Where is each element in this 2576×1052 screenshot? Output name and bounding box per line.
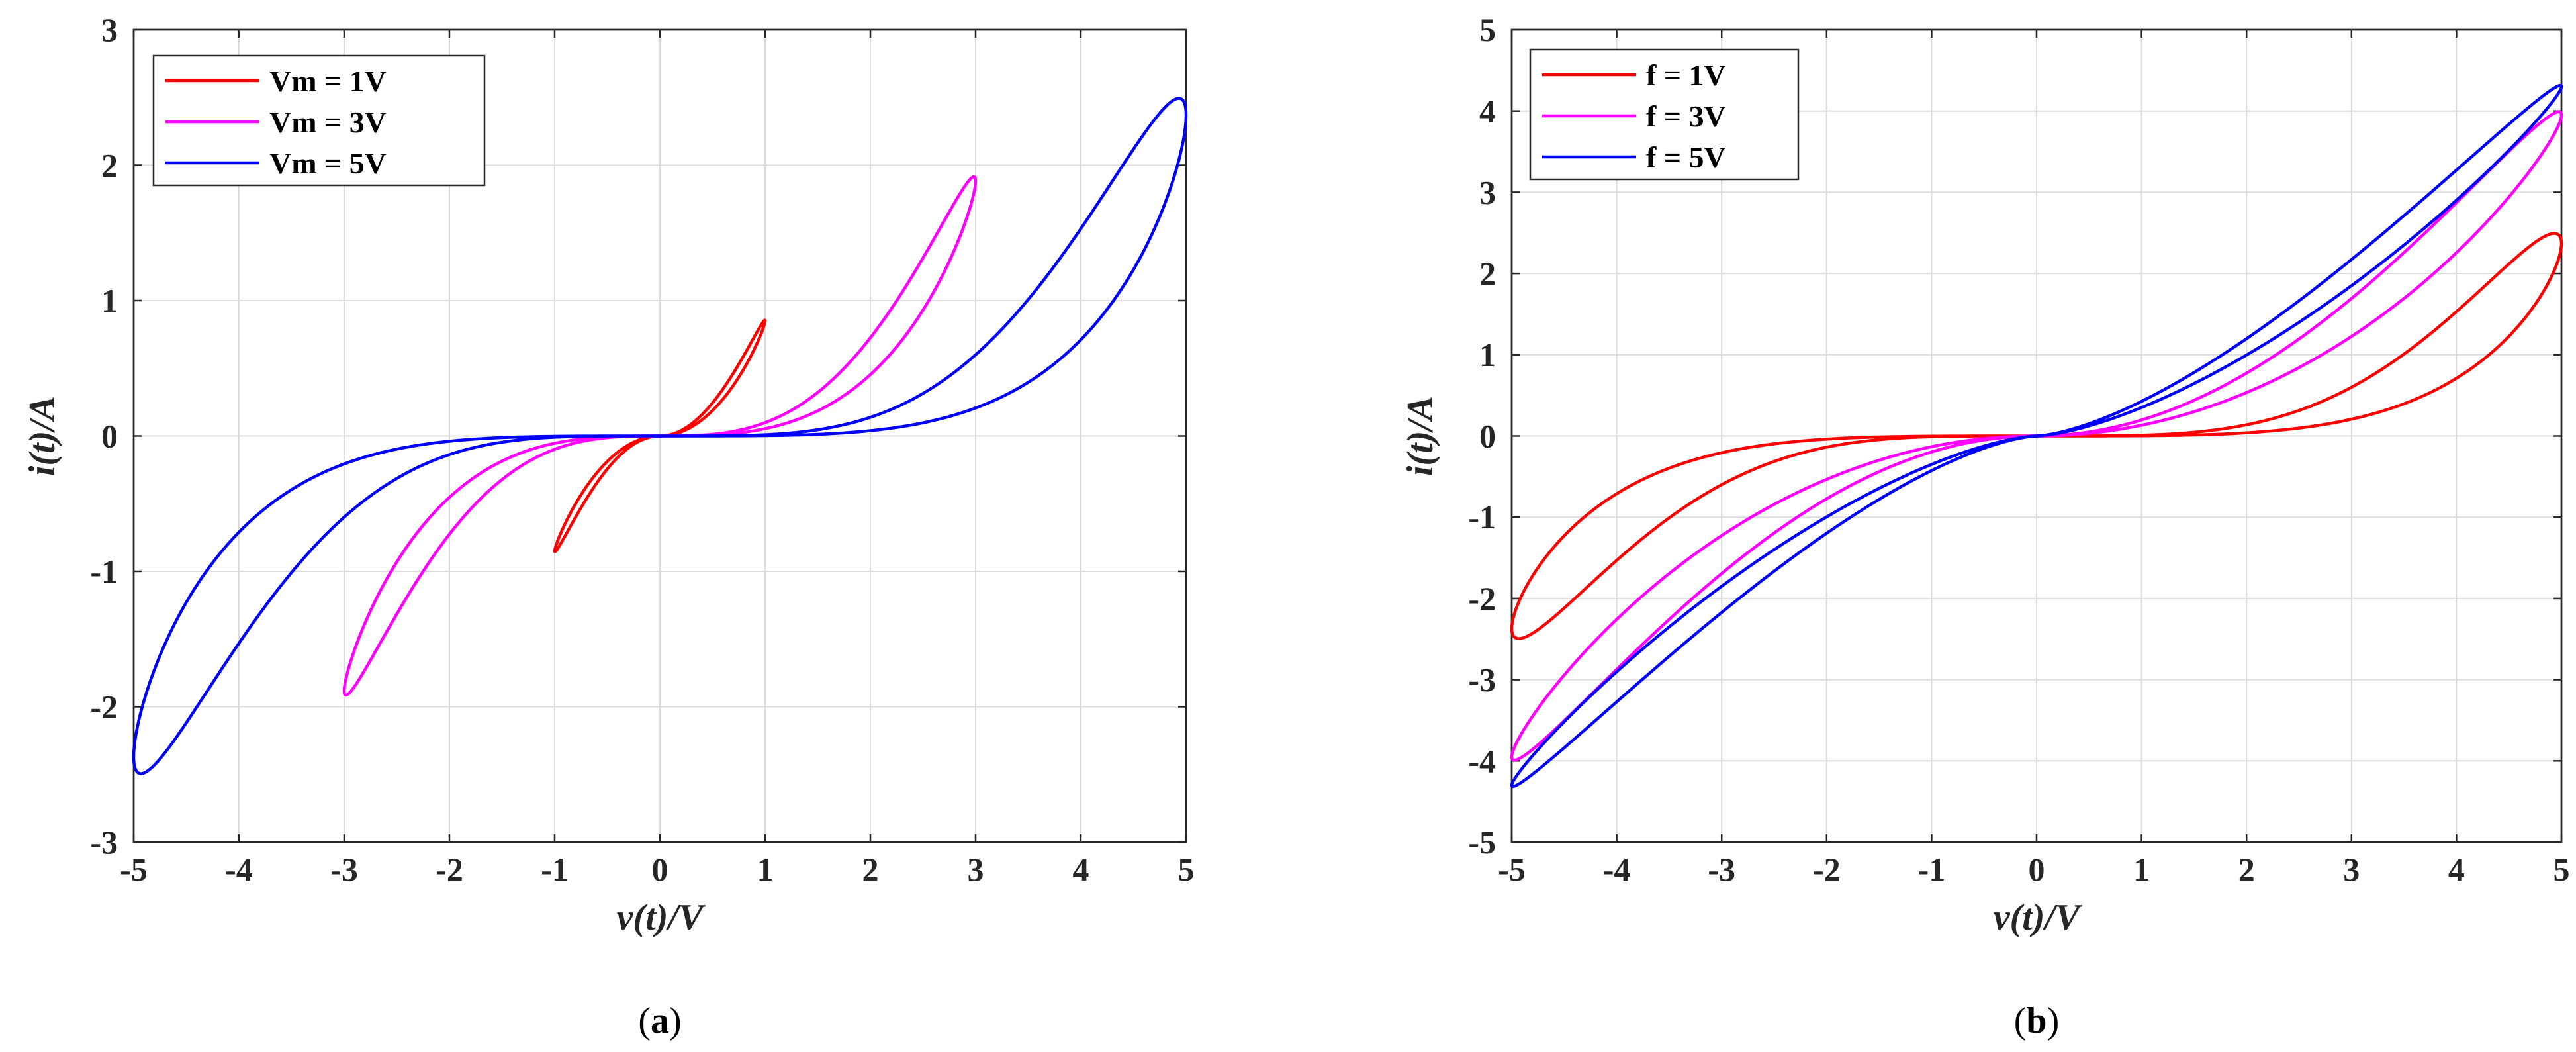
legend: f = 1V f = 3V f = 5V (1529, 48, 1800, 181)
x-tick-label: -5 (120, 851, 148, 888)
x-tick-label: 4 (1073, 851, 1089, 888)
x-tick-label: 5 (1178, 851, 1195, 888)
x-tick-label: 2 (2238, 851, 2255, 888)
y-tick-label: 1 (101, 282, 118, 319)
x-tick-label: -2 (1813, 851, 1841, 888)
series (132, 97, 1188, 775)
y-tick-label: 0 (101, 418, 118, 455)
x-axis-label: v(t)/V (1994, 897, 2083, 938)
y-tick-label: -1 (1468, 499, 1496, 536)
y-tick-label: -2 (1468, 580, 1496, 617)
legend-entry: Vm = 1V (269, 64, 387, 98)
legend: Vm = 1V Vm = 3V Vm = 5V (152, 54, 486, 187)
panel-caption-label: b (2026, 1000, 2047, 1041)
panel-caption: (a) (638, 1000, 681, 1041)
x-tick-label: -4 (225, 851, 253, 888)
x-tick-label: -1 (1918, 851, 1946, 888)
series-line (132, 97, 1188, 775)
x-tick-label: 1 (757, 851, 774, 888)
panel-caption-label: a (651, 1000, 669, 1041)
x-tick-label: 2 (862, 851, 879, 888)
panel-b: -5 -4 -3 -2 -1 0 1 2 3 4 5 -5 -4 -3 -2 -1 0 1 2 3 4 5 v(t)/V i(… (1400, 11, 2570, 1041)
y-tick-label: 5 (1479, 11, 1496, 48)
y-tick-label: -4 (1468, 742, 1496, 779)
x-tick-label: 0 (652, 851, 668, 888)
y-tick-label: -1 (90, 553, 118, 590)
legend-entry: f = 1V (1646, 58, 1726, 92)
y-tick-label: 4 (1479, 93, 1496, 130)
legend-entry: Vm = 3V (269, 105, 387, 139)
legend-entry: f = 5V (1646, 140, 1726, 174)
y-tick-label: -2 (90, 689, 118, 726)
series (1510, 83, 2563, 789)
y-tick-label: 1 (1479, 336, 1496, 373)
y-tick-label: -3 (90, 824, 118, 861)
x-tick-label: -4 (1603, 851, 1631, 888)
y-tick-label: 3 (101, 11, 118, 48)
y-tick-label: 3 (1479, 173, 1496, 211)
y-tick-label: 2 (1479, 255, 1496, 292)
y-tick-label: 0 (1479, 418, 1496, 455)
x-tick-label: 5 (2553, 851, 2570, 888)
panel-a: -5 -4 -3 -2 -1 0 1 2 3 4 5 -3 -2 -1 0 1 2 3 v(t)/V i(t)/A Vm… (22, 11, 1195, 1041)
x-axis-label: v(t)/V (617, 897, 706, 938)
y-tick-label: 2 (101, 147, 118, 184)
x-tick-label: -2 (436, 851, 463, 888)
y-tick-label: -5 (1468, 824, 1496, 861)
y-axis-label: i(t)/A (1400, 396, 1441, 476)
legend-entry: Vm = 5V (269, 146, 387, 180)
x-tick-label: -1 (541, 851, 569, 888)
x-tick-label: -5 (1498, 851, 1526, 888)
y-tick-label: -3 (1468, 661, 1496, 698)
x-tick-label: 4 (2448, 851, 2465, 888)
x-tick-label: -3 (330, 851, 358, 888)
x-tick-label: 3 (2343, 851, 2360, 888)
x-tick-label: -3 (1708, 851, 1735, 888)
series-line (1510, 83, 2563, 789)
y-axis-label: i(t)/A (22, 396, 63, 476)
x-tick-label: 3 (968, 851, 984, 888)
x-tick-label: 1 (2133, 851, 2150, 888)
ticks: -5 -4 -3 -2 -1 0 1 2 3 4 5 -3 -2 -1 0 1 2 3 (90, 11, 1194, 888)
x-tick-label: 0 (2029, 851, 2045, 888)
panel-caption: (b) (2014, 1000, 2059, 1041)
legend-entry: f = 3V (1646, 99, 1726, 133)
